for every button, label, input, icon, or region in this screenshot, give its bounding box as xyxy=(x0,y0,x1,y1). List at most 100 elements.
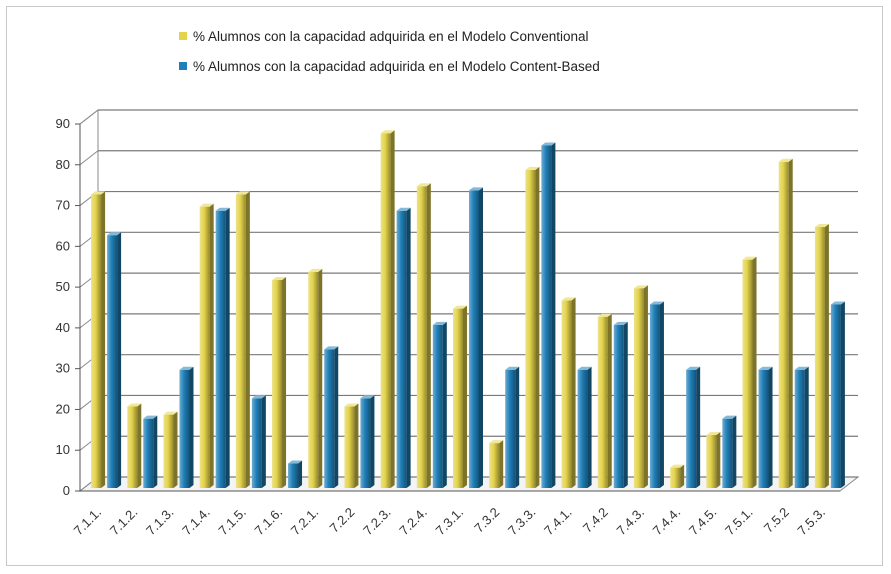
bar-side xyxy=(189,366,194,488)
bar-top xyxy=(561,297,576,301)
bar-content-based-7-1-3 xyxy=(179,369,190,488)
bar-top xyxy=(706,431,721,435)
bar-content-based-7-1-6 xyxy=(288,463,299,488)
bar-side xyxy=(659,301,664,488)
bar-top xyxy=(597,313,612,317)
y-tick-label: 80 xyxy=(56,157,70,172)
bar-content-based-7-4-5 xyxy=(722,418,733,488)
bar-content-based-7-2-2 xyxy=(360,398,371,488)
bar-side xyxy=(298,460,303,488)
bar-top xyxy=(396,207,411,211)
bar-side xyxy=(390,130,395,488)
y-tick-label: 20 xyxy=(56,401,70,416)
bar-top xyxy=(453,305,467,309)
x-tick-label: 7.2.1. xyxy=(288,505,322,539)
x-tick-label: 7.2.2 xyxy=(326,505,357,536)
x-tick-label: 7.2.3. xyxy=(360,505,394,539)
bar-top xyxy=(489,440,504,444)
bar-top xyxy=(541,142,556,146)
bar-content-based-7-1-5 xyxy=(251,398,262,488)
bar-content-based-7-3-2 xyxy=(505,369,516,488)
bar-top xyxy=(742,256,757,260)
bar-conventional-7-1-6 xyxy=(272,280,283,488)
bar-conventional-7-3-2 xyxy=(489,443,500,488)
bar-side xyxy=(804,366,809,488)
bar-conventional-7-1-2 xyxy=(127,406,138,488)
x-tick-label: 7.4.4. xyxy=(650,505,684,539)
bar-top xyxy=(633,285,648,289)
bar-top xyxy=(324,346,339,350)
x-tick-label: 7.4.5. xyxy=(686,505,720,539)
y-tick-label: 60 xyxy=(56,238,70,253)
bar-top xyxy=(215,207,230,211)
bar-top xyxy=(505,366,520,370)
bar-top xyxy=(432,321,447,325)
bar-side xyxy=(173,411,178,488)
bar-side xyxy=(318,268,323,488)
bar-side xyxy=(535,166,540,488)
bar-side xyxy=(752,256,757,488)
bar-content-based-7-1-2 xyxy=(143,418,154,488)
x-tick-label: 7.4.1. xyxy=(541,505,575,539)
x-tick-label: 7.1.4. xyxy=(179,505,213,539)
gridline-side xyxy=(79,109,99,125)
y-tick-label: 50 xyxy=(56,279,70,294)
x-tick-label: 7.4.2 xyxy=(580,505,611,536)
bar-top xyxy=(686,366,701,370)
bar-side xyxy=(824,224,829,488)
bar-side xyxy=(153,415,158,488)
bar-top xyxy=(416,183,431,187)
bar-side xyxy=(551,142,556,488)
bar-content-based-7-2-3 xyxy=(396,210,407,488)
x-tick-label: 7.1.3. xyxy=(143,505,177,539)
y-tick-label: 30 xyxy=(56,361,70,376)
bar-content-based-7-5-1 xyxy=(758,369,769,488)
bar-top xyxy=(235,191,250,195)
bar-top xyxy=(649,301,664,305)
bar-side xyxy=(840,301,845,488)
bar-side xyxy=(623,321,628,488)
bar-side xyxy=(768,366,773,488)
bar-top xyxy=(272,277,287,281)
bar-side xyxy=(643,285,648,488)
x-tick-label: 7.3.3. xyxy=(505,505,539,539)
bar-content-based-7-4-3 xyxy=(649,304,660,488)
bar-conventional-7-4-3 xyxy=(633,288,644,488)
legend-label: % Alumnos con la capacidad adquirida en … xyxy=(193,59,600,74)
bar-top xyxy=(288,460,303,464)
bar-top xyxy=(199,203,214,207)
bar-conventional-7-1-1 xyxy=(91,194,102,488)
bar-side xyxy=(101,191,106,488)
bar-content-based-7-1-4 xyxy=(215,210,226,488)
bar-side xyxy=(680,464,685,488)
x-tick-label: 7.1.6. xyxy=(252,505,286,539)
bar-conventional-7-5-3 xyxy=(814,227,825,488)
bar-side xyxy=(442,321,447,488)
x-tick-label: 7.5.1. xyxy=(722,505,756,539)
bar-content-based-7-2-4 xyxy=(432,324,443,488)
bar-side xyxy=(261,395,266,488)
bar-conventional-7-5-1 xyxy=(742,259,753,488)
bar-top xyxy=(380,130,395,134)
bar-side xyxy=(499,440,504,488)
bar-top xyxy=(830,301,845,305)
y-tick-label: 10 xyxy=(56,442,70,457)
bar-conventional-7-1-3 xyxy=(163,414,174,488)
bar-content-based-7-4-4 xyxy=(686,369,697,488)
bar-conventional-7-5-2 xyxy=(778,161,789,488)
bar-side xyxy=(370,395,375,488)
bar-top xyxy=(127,403,142,407)
y-tick-label: 90 xyxy=(56,116,70,131)
bar-conventional-7-1-4 xyxy=(199,206,210,488)
bar-side xyxy=(225,207,230,488)
bar-content-based-7-4-1 xyxy=(577,369,588,488)
bar-conventional-7-4-1 xyxy=(561,300,572,488)
bar-top xyxy=(344,403,359,407)
y-tick-label: 40 xyxy=(56,320,70,335)
bar-top xyxy=(525,166,540,170)
bar-conventional-7-2-2 xyxy=(344,406,355,488)
x-tick-label: 7.3.1. xyxy=(433,505,467,539)
bar-conventional-7-1-5 xyxy=(235,194,246,488)
bar-side xyxy=(334,346,339,488)
x-tick-label: 7.1.2. xyxy=(107,505,141,539)
